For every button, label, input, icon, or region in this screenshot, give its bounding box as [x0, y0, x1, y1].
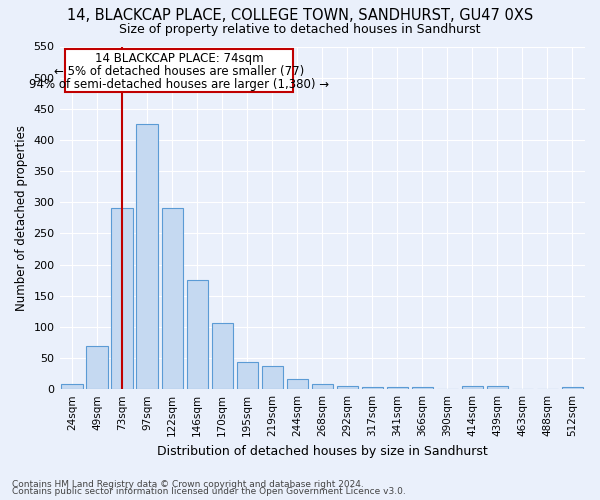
Bar [112, 208, 133, 389]
Bar [362, 386, 383, 389]
Text: 94% of semi-detached houses are larger (1,380) →: 94% of semi-detached houses are larger (… [29, 78, 329, 92]
Text: ← 5% of detached houses are smaller (77): ← 5% of detached houses are smaller (77) [54, 66, 304, 78]
Bar [562, 386, 583, 389]
Text: Size of property relative to detached houses in Sandhurst: Size of property relative to detached ho… [119, 22, 481, 36]
Bar [187, 280, 208, 389]
Bar [136, 124, 158, 389]
Text: Contains public sector information licensed under the Open Government Licence v3: Contains public sector information licen… [12, 487, 406, 496]
Bar [487, 386, 508, 389]
Bar [86, 346, 108, 389]
FancyBboxPatch shape [65, 49, 293, 92]
Bar [337, 386, 358, 389]
Bar [412, 388, 433, 389]
Bar [212, 323, 233, 389]
Bar [311, 384, 333, 389]
Text: 14, BLACKCAP PLACE, COLLEGE TOWN, SANDHURST, GU47 0XS: 14, BLACKCAP PLACE, COLLEGE TOWN, SANDHU… [67, 8, 533, 22]
Bar [387, 386, 408, 389]
Bar [462, 386, 483, 389]
Bar [236, 362, 258, 389]
Bar [61, 384, 83, 389]
Bar [262, 366, 283, 389]
Bar [287, 378, 308, 389]
Bar [161, 208, 183, 389]
Text: Contains HM Land Registry data © Crown copyright and database right 2024.: Contains HM Land Registry data © Crown c… [12, 480, 364, 489]
X-axis label: Distribution of detached houses by size in Sandhurst: Distribution of detached houses by size … [157, 444, 488, 458]
Text: 14 BLACKCAP PLACE: 74sqm: 14 BLACKCAP PLACE: 74sqm [95, 52, 263, 66]
Y-axis label: Number of detached properties: Number of detached properties [15, 125, 28, 311]
